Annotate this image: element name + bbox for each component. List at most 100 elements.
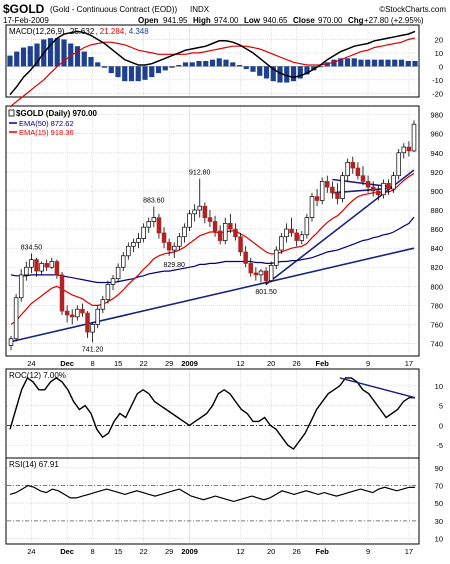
signal-line [9,37,416,108]
macd-histogram-bar [405,61,411,67]
open-value: 941.95 [163,16,188,25]
ema15-legend-text: EMA(15) 918.36 [19,128,74,137]
y-tick-label: 30 [435,517,443,526]
y-tick-label: 840 [430,244,443,253]
macd-histogram-bar [115,66,121,78]
x-tick-label: Feb [316,547,330,556]
macd-histogram-bar [412,61,418,67]
macd-histogram-bar [257,66,263,76]
candle-body [228,223,233,230]
macd-histogram-bar [14,51,20,67]
price-candle [59,272,65,315]
price-candle [29,253,34,273]
candle-body [314,196,320,201]
y-tick-label: 780 [430,301,443,310]
macd-histogram-bar [331,59,337,67]
x-tick-label: 17 [405,359,413,368]
price-candle [217,225,223,245]
candle-body [197,205,202,211]
macd-histogram-bar [324,62,330,67]
macd-legend-value: 25.632 [70,27,95,36]
candle-body [100,299,106,310]
price-legend: $GOLD (Daily) 970.00 EMA(50) 872.62 EMA(… [8,109,97,137]
candle-body [350,161,356,169]
candle-body [171,245,177,251]
price-candle [49,257,55,270]
macd-histogram-bar [371,59,378,67]
candle-body [335,192,340,199]
candle-body [258,270,264,276]
macd-histogram-bar [81,51,87,67]
macd-histogram-bar [365,59,371,67]
price-candle [95,305,100,329]
axis-layer: 2424DecDec881515222229292009200912122020… [27,35,443,556]
x-tick-label: 12 [236,359,244,368]
candle-body [223,223,228,241]
y-tick-label: 800 [430,282,443,291]
high-value: 974.00 [214,16,239,25]
candle-body [29,259,34,268]
x-tick-label: 2009 [181,359,198,368]
candle-body [253,272,259,276]
candle-body [268,264,274,281]
y-tick-label: 0 [439,62,443,71]
price-candle [115,263,121,283]
macd-histogram-bar [135,66,141,82]
y-tick-label: 10 [435,535,443,544]
x-tick-label: 20 [267,547,275,556]
price-candle [197,178,202,218]
price-trendline [10,247,415,343]
x-tick-label: 8 [91,359,95,368]
x-tick-label: Dec [60,547,74,556]
candle-body [151,217,157,222]
price-candle [90,322,95,343]
price-candle [279,232,284,254]
macd-histogram-bar [149,66,155,78]
candle-body [345,161,350,177]
price-candle [299,231,305,245]
symbol-description: (Gold - Continuous Contract (EOD)) [50,5,177,14]
rsi-plot [7,484,418,522]
x-tick-label: 9 [366,547,370,556]
x-tick-label: 17 [405,547,413,556]
macd-histogram-bar [290,66,297,82]
macd-histogram-bar [398,59,405,67]
macd-histogram-bar [270,66,276,82]
macd-histogram-bar [27,46,33,67]
x-tick-label: 2009 [181,547,198,556]
roc-line [9,376,415,451]
macd-histogram-bar [385,59,391,67]
candle-body [161,232,167,243]
price-candle [146,217,151,233]
macd-histogram-bar [155,66,162,74]
price-candle [171,242,177,258]
candle-body [304,217,310,236]
price-candle [136,232,141,249]
price-legend-text: $GOLD (Daily) 970.00 [16,109,97,118]
candle-body [192,209,197,215]
candle-body [360,175,366,182]
price-candle [156,213,162,239]
x-tick-label: 29 [165,547,173,556]
price-candle [54,259,60,279]
candle-body [355,167,361,177]
candle-body [85,312,90,333]
x-tick-label: 15 [114,547,122,556]
y-tick-label: 760 [430,320,443,329]
macd-histogram-bar [203,61,209,67]
macd-histogram-bar [223,59,229,67]
macd-histogram-bar [216,58,222,67]
hist-legend-value: 4.348 [129,27,150,36]
price-candle [284,223,289,243]
price-candle [126,242,131,260]
candle-body [376,190,381,196]
candle-body [279,236,284,251]
price-candle [360,166,366,186]
macd-histogram-bar [162,66,168,71]
price-candle [233,223,238,241]
exchange-label: INDX [190,5,210,14]
candle-body [401,146,407,154]
macd-histogram-bar [263,66,270,79]
macd-histogram-bar [189,62,195,67]
